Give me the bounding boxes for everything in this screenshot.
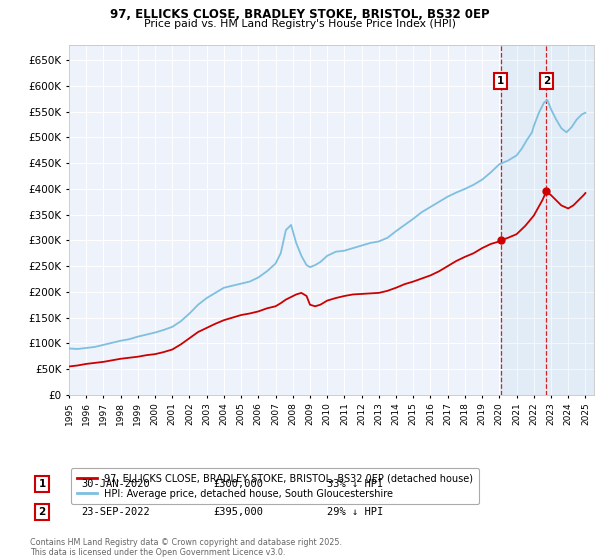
- Text: 2: 2: [38, 507, 46, 517]
- Text: Contains HM Land Registry data © Crown copyright and database right 2025.
This d: Contains HM Land Registry data © Crown c…: [30, 538, 342, 557]
- Text: 97, ELLICKS CLOSE, BRADLEY STOKE, BRISTOL, BS32 0EP: 97, ELLICKS CLOSE, BRADLEY STOKE, BRISTO…: [110, 8, 490, 21]
- Text: 1: 1: [497, 76, 505, 86]
- Bar: [501, 45, 594, 395]
- Text: £300,000: £300,000: [213, 479, 263, 489]
- Text: 2: 2: [542, 76, 550, 86]
- Text: 30-JAN-2020: 30-JAN-2020: [81, 479, 150, 489]
- Text: 33% ↓ HPI: 33% ↓ HPI: [327, 479, 383, 489]
- Legend: 97, ELLICKS CLOSE, BRADLEY STOKE, BRISTOL, BS32 0EP (detached house), HPI: Avera: 97, ELLICKS CLOSE, BRADLEY STOKE, BRISTO…: [71, 468, 479, 505]
- Text: 29% ↓ HPI: 29% ↓ HPI: [327, 507, 383, 517]
- Text: £395,000: £395,000: [213, 507, 263, 517]
- Text: 1: 1: [38, 479, 46, 489]
- Text: Price paid vs. HM Land Registry's House Price Index (HPI): Price paid vs. HM Land Registry's House …: [144, 19, 456, 29]
- Text: 23-SEP-2022: 23-SEP-2022: [81, 507, 150, 517]
